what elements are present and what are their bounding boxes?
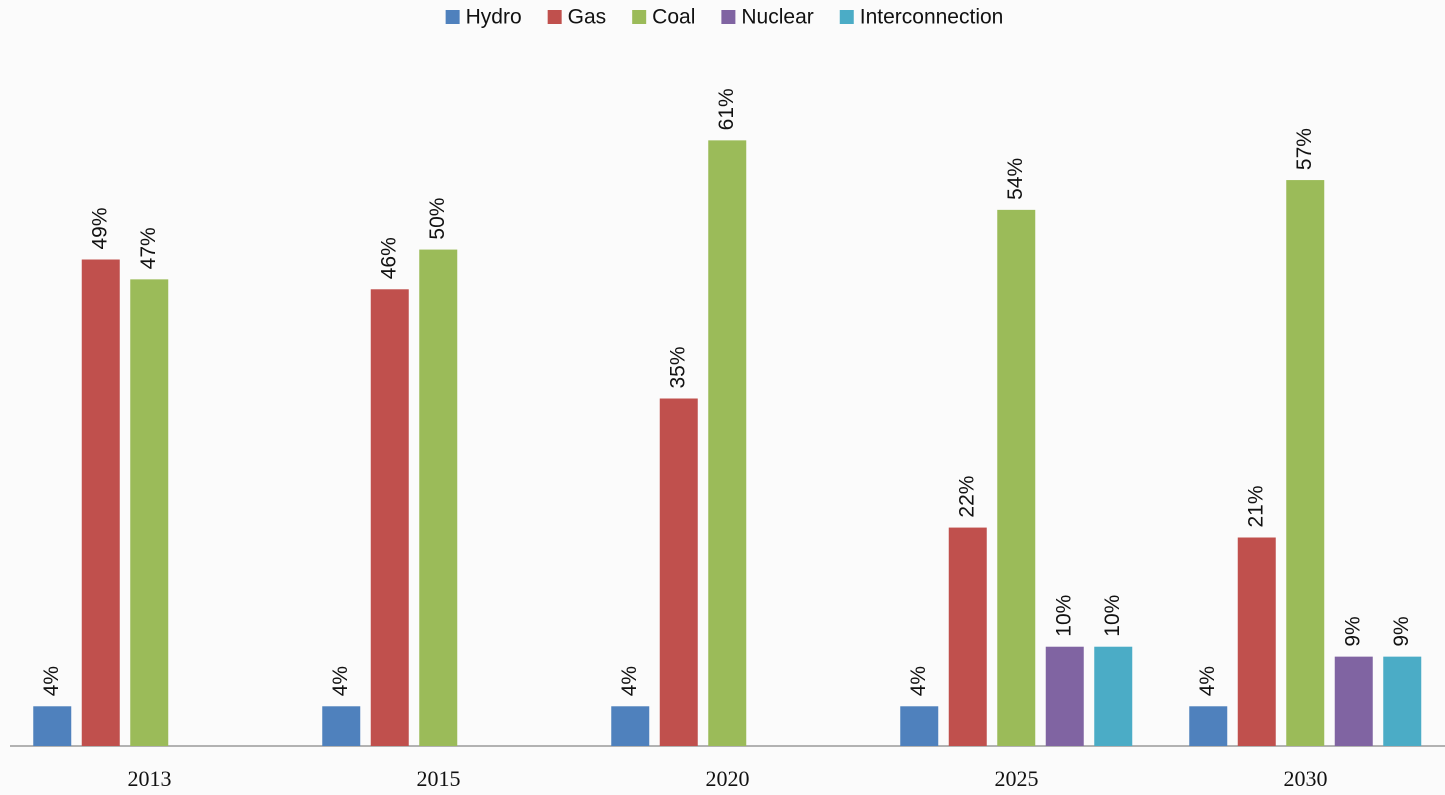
data-label: 49% (88, 207, 111, 249)
data-label: 4% (329, 666, 352, 696)
data-label: 4% (618, 666, 641, 696)
bar (33, 706, 72, 746)
data-label: 10% (1052, 595, 1075, 637)
data-label: 4% (40, 666, 63, 696)
bar (1189, 706, 1228, 746)
legend-swatch (839, 10, 854, 24)
bar (1383, 656, 1422, 746)
x-tick-label: 2015 (417, 766, 461, 791)
data-label: 10% (1101, 595, 1124, 637)
data-label: 21% (1244, 485, 1267, 527)
legend-label: Gas (568, 6, 607, 29)
bar (708, 140, 747, 746)
data-label: 9% (1341, 616, 1364, 646)
bar (1094, 646, 1133, 746)
bar (1334, 656, 1373, 746)
data-label: 57% (1293, 128, 1316, 170)
data-label: 61% (715, 88, 738, 130)
data-label: 22% (955, 476, 978, 518)
x-tick-label: 2013 (128, 766, 172, 791)
data-label: 50% (426, 198, 449, 240)
legend-swatch (445, 10, 460, 24)
x-tick-label: 2030 (1284, 766, 1328, 791)
x-tick-label: 2020 (706, 766, 750, 791)
bar (611, 706, 650, 746)
data-label: 4% (1196, 666, 1219, 696)
legend-label: Interconnection (860, 6, 1004, 29)
legend-swatch (721, 10, 736, 24)
bar (322, 706, 361, 746)
bar (900, 706, 939, 746)
legend-swatch (632, 10, 647, 24)
bar (130, 279, 169, 746)
bar (659, 398, 698, 746)
data-label: 54% (1004, 158, 1027, 200)
data-label: 46% (377, 237, 400, 279)
bar (1237, 537, 1276, 746)
legend-swatch (547, 10, 562, 24)
x-tick-label: 2025 (995, 766, 1039, 791)
bar (419, 249, 458, 747)
bar (1045, 646, 1084, 746)
bar (1286, 180, 1325, 747)
data-label: 9% (1390, 616, 1413, 646)
legend-label: Nuclear (741, 6, 813, 29)
legend-label: Coal (652, 6, 695, 29)
data-label: 47% (137, 227, 160, 269)
data-label: 4% (907, 666, 930, 696)
legend-label: Hydro (466, 6, 522, 29)
bar (948, 527, 987, 746)
bar (81, 259, 120, 746)
bar (370, 289, 409, 746)
data-label: 35% (666, 346, 689, 388)
bar (997, 209, 1036, 746)
